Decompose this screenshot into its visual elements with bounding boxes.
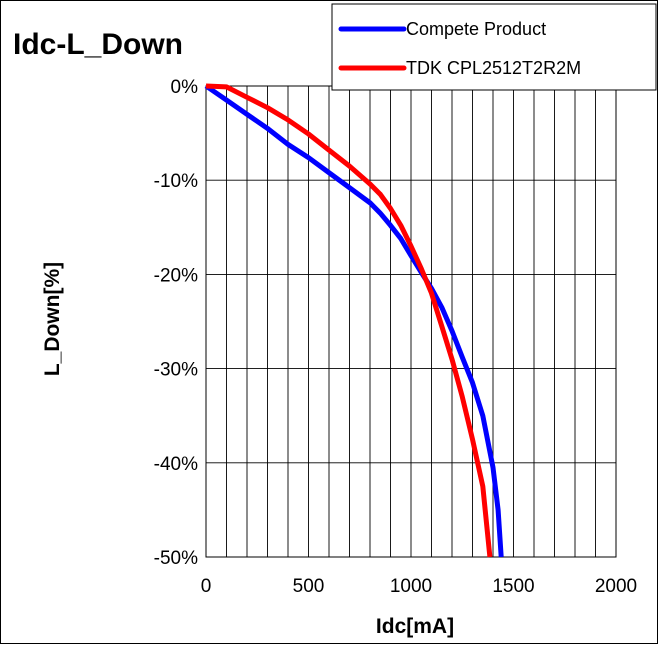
y-tick-label: -30%	[154, 360, 198, 381]
grid	[206, 86, 616, 557]
legend-label-compete-product: Compete Product	[406, 19, 546, 39]
series-line-tdk-cpl2512t2r2m	[205, 83, 493, 558]
x-axis-label: Idc[mA]	[376, 615, 454, 638]
x-tick-label: 1500	[492, 576, 534, 597]
y-tick-label: -40%	[154, 454, 198, 475]
legend: Compete Product TDK CPL2512T2R2M	[331, 3, 657, 91]
legend-box	[331, 3, 657, 91]
chart-title: Idc-L_Down	[13, 28, 183, 61]
y-tick-label: 0%	[171, 77, 199, 98]
x-tick-label: 500	[293, 576, 325, 597]
series-lines	[204, 83, 504, 558]
y-tick-label: -50%	[154, 548, 198, 569]
y-tick-label: -10%	[154, 171, 198, 192]
x-tick-labels: 0 500 1000 1500 2000	[201, 576, 637, 597]
x-tick-label: 0	[201, 576, 212, 597]
x-tick-label: 2000	[595, 576, 637, 597]
y-tick-label: -20%	[154, 265, 198, 286]
series-line-compete-product	[204, 83, 504, 558]
legend-label-tdk-cpl2512t2r2m: TDK CPL2512T2R2M	[406, 58, 581, 78]
y-axis-label: L_Down[%]	[41, 262, 64, 376]
x-tick-label: 1000	[390, 576, 432, 597]
y-tick-labels: 0% -10% -20% -30% -40% -50%	[154, 77, 198, 569]
